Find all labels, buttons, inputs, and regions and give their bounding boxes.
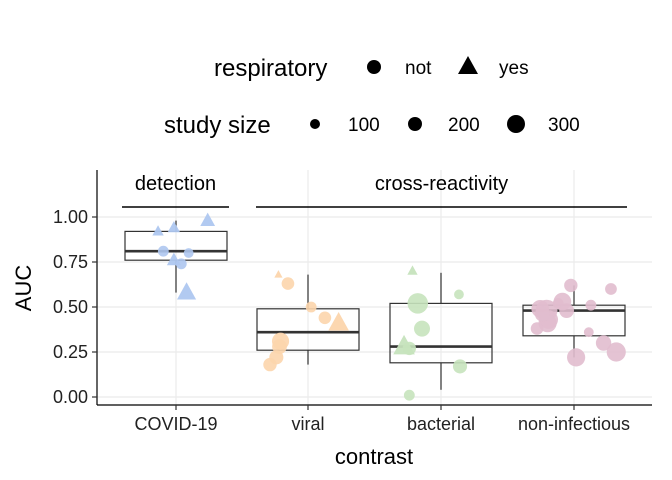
data-point-circle <box>272 339 287 354</box>
data-point-circle <box>530 322 544 335</box>
data-point-triangle <box>177 282 197 300</box>
x-tick-label: non-infectious <box>518 414 630 434</box>
data-point-triangle <box>152 225 164 236</box>
data-point-circle <box>403 389 415 401</box>
data-point-circle <box>183 248 194 258</box>
x-axis-title: contrast <box>335 444 413 469</box>
data-point-circle <box>605 283 617 295</box>
x-tick-label: bacterial <box>407 414 475 434</box>
legend-respiratory-title: respiratory <box>214 55 327 82</box>
legend-size-300-label: 300 <box>548 115 580 136</box>
data-point-circle <box>452 359 468 374</box>
data-point-circle <box>175 258 187 270</box>
legend-not-circle-icon <box>367 60 381 74</box>
data-point-circle <box>413 320 430 337</box>
data-point-circle <box>402 341 417 356</box>
data-point-circle <box>606 342 626 362</box>
data-point-circle <box>534 306 550 322</box>
legend-size-100-circle-icon <box>310 119 320 129</box>
legend-respiratory: respiratory not yes <box>214 55 529 82</box>
data-point-circle <box>318 311 332 325</box>
data-point-circle <box>595 335 612 351</box>
legend-size-200-circle-icon <box>408 117 422 131</box>
data-point-circle <box>263 357 277 372</box>
data-point-circle <box>407 293 429 314</box>
legend-not-label: not <box>405 58 432 79</box>
data-point-triangle <box>167 221 181 233</box>
legend-study-size: study size 100 200 300 <box>164 112 580 139</box>
data-point-circle <box>305 301 317 313</box>
legend-size-100-label: 100 <box>348 115 380 136</box>
x-tick-label: viral <box>291 414 324 434</box>
group-label: detection <box>135 173 216 195</box>
y-tick-label: 0.25 <box>53 342 88 362</box>
group-annotations: detection cross-reactivity <box>122 173 627 208</box>
data-point-triangle <box>274 270 283 278</box>
legend-yes-label: yes <box>499 58 529 79</box>
x-tick-label: COVID-19 <box>134 414 217 434</box>
data-point-circle <box>454 289 464 300</box>
box-iqr <box>522 304 626 337</box>
y-tick-label: 0.00 <box>53 387 88 407</box>
legend-size-200-label: 200 <box>448 115 480 136</box>
data-point-triangle <box>407 265 418 275</box>
legend-size-300-circle-icon <box>507 115 525 133</box>
y-axis-title: AUC <box>11 265 36 312</box>
data-point-triangle <box>328 312 349 331</box>
legend-yes-triangle-icon <box>458 56 478 74</box>
data-point-circle <box>564 278 578 293</box>
data-point-circle <box>567 348 586 367</box>
data-point-circle <box>281 277 295 290</box>
axes: 0.00 0.25 0.50 0.75 1.00 COVID-19 viral bacteri… <box>53 170 652 434</box>
group-label: cross-reactivity <box>375 173 508 195</box>
data-point-circle <box>585 299 597 311</box>
y-tick-label: 1.00 <box>53 207 88 227</box>
legend-study-size-title: study size <box>164 112 271 139</box>
data-point-triangle <box>200 212 216 226</box>
y-tick-label: 0.50 <box>53 297 88 317</box>
box-iqr <box>389 302 493 364</box>
y-tick-label: 0.75 <box>53 252 88 272</box>
data-points <box>152 212 626 401</box>
data-point-circle <box>583 327 594 338</box>
data-point-circle <box>157 245 169 257</box>
data-point-circle <box>559 303 574 318</box>
